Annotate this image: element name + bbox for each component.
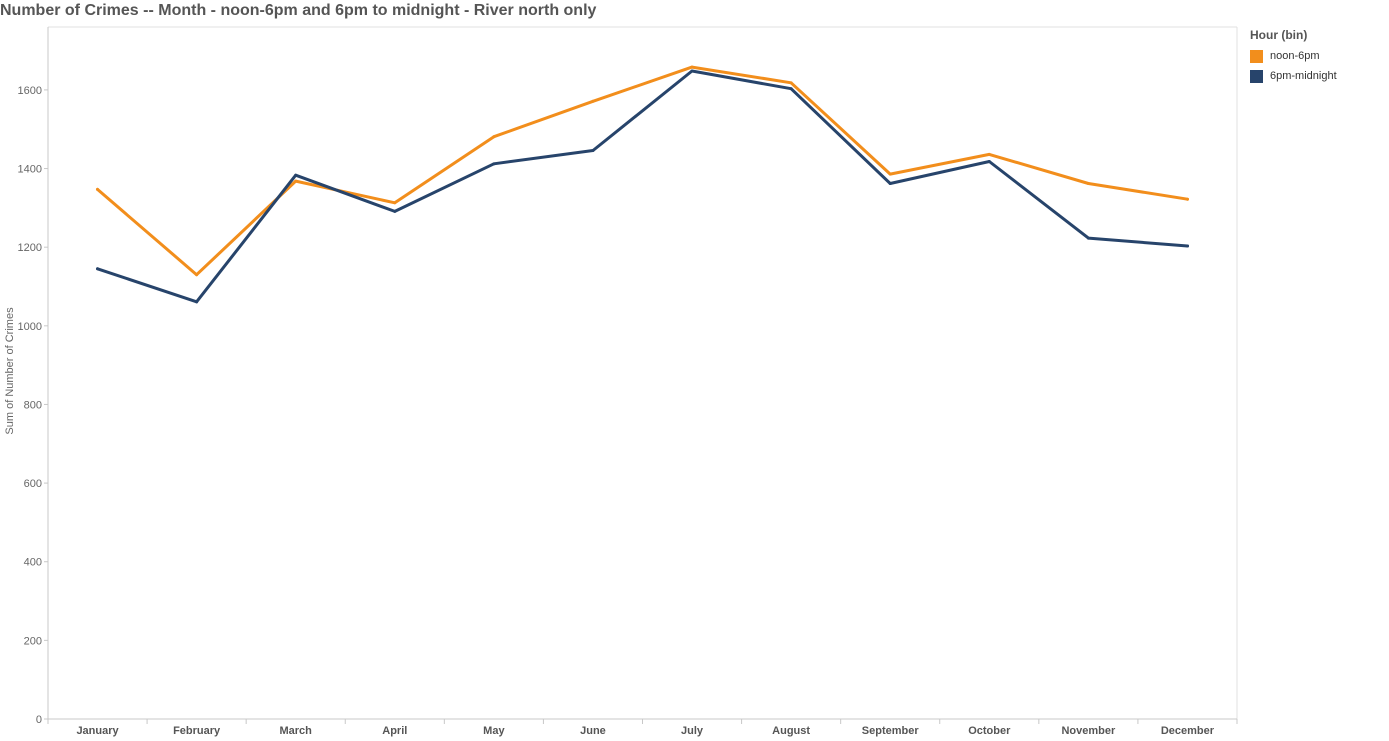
data-point-noon-6pm bbox=[96, 187, 100, 191]
data-point-noon-6pm bbox=[294, 179, 298, 183]
legend-label: 6pm-midnight bbox=[1270, 70, 1337, 82]
y-axis-label: Sum of Number of Crimes bbox=[4, 307, 16, 435]
legend: Hour (bin) noon-6pm 6pm-midnight bbox=[1250, 28, 1337, 86]
x-tick-label: September bbox=[862, 725, 920, 737]
y-tick-label: 400 bbox=[24, 557, 42, 569]
data-point-6pm-midnight bbox=[591, 148, 595, 152]
x-tick-label: November bbox=[1061, 725, 1116, 737]
legend-swatch bbox=[1250, 69, 1263, 83]
legend-item-6pm-midnight[interactable]: 6pm-midnight bbox=[1250, 66, 1337, 86]
data-point-noon-6pm bbox=[888, 172, 892, 176]
data-point-6pm-midnight bbox=[1086, 236, 1090, 240]
data-point-6pm-midnight bbox=[492, 162, 496, 166]
data-point-noon-6pm bbox=[789, 81, 793, 85]
data-point-6pm-midnight bbox=[690, 69, 694, 73]
y-tick-label: 1600 bbox=[18, 85, 42, 97]
x-tick-label: December bbox=[1161, 725, 1215, 737]
chart-title: Number of Crimes -- Month - noon-6pm and… bbox=[0, 2, 597, 19]
series-line-6pm-midnight bbox=[96, 69, 1189, 304]
data-point-6pm-midnight bbox=[987, 159, 991, 163]
x-tick-label: May bbox=[483, 725, 505, 737]
data-point-6pm-midnight bbox=[96, 267, 100, 271]
y-tick-label: 1400 bbox=[18, 164, 42, 176]
data-point-noon-6pm bbox=[492, 135, 496, 139]
x-tick-label: October bbox=[968, 725, 1011, 737]
y-tick-label: 800 bbox=[24, 399, 42, 411]
y-tick-label: 600 bbox=[24, 478, 42, 490]
legend-swatch bbox=[1250, 49, 1263, 63]
y-tick-label: 200 bbox=[24, 635, 42, 647]
x-tick-label: March bbox=[280, 725, 313, 737]
y-tick-label: 0 bbox=[36, 714, 42, 726]
x-tick-label: February bbox=[173, 725, 221, 737]
data-point-6pm-midnight bbox=[789, 87, 793, 91]
data-point-6pm-midnight bbox=[888, 181, 892, 185]
data-point-noon-6pm bbox=[195, 273, 199, 277]
data-point-noon-6pm bbox=[1086, 181, 1090, 185]
x-tick-label: July bbox=[681, 725, 704, 737]
y-tick-label: 1200 bbox=[18, 242, 42, 254]
y-tick-label: 1000 bbox=[18, 321, 42, 333]
legend-label: noon-6pm bbox=[1270, 50, 1320, 62]
x-tick-label: August bbox=[772, 725, 810, 737]
legend-title: Hour (bin) bbox=[1250, 28, 1308, 42]
data-point-6pm-midnight bbox=[393, 209, 397, 213]
x-tick-label: June bbox=[580, 725, 606, 737]
data-point-noon-6pm bbox=[1185, 197, 1189, 201]
data-point-6pm-midnight bbox=[1185, 244, 1189, 248]
x-tick-label: January bbox=[76, 725, 119, 737]
data-point-6pm-midnight bbox=[195, 300, 199, 304]
data-point-6pm-midnight bbox=[294, 173, 298, 177]
data-point-noon-6pm bbox=[690, 65, 694, 69]
data-point-noon-6pm bbox=[393, 201, 397, 205]
data-point-noon-6pm bbox=[591, 99, 595, 103]
data-point-noon-6pm bbox=[987, 152, 991, 156]
legend-item-noon-6pm[interactable]: noon-6pm bbox=[1250, 46, 1337, 66]
x-tick-label: April bbox=[382, 725, 407, 737]
series-line-noon-6pm bbox=[96, 65, 1189, 277]
